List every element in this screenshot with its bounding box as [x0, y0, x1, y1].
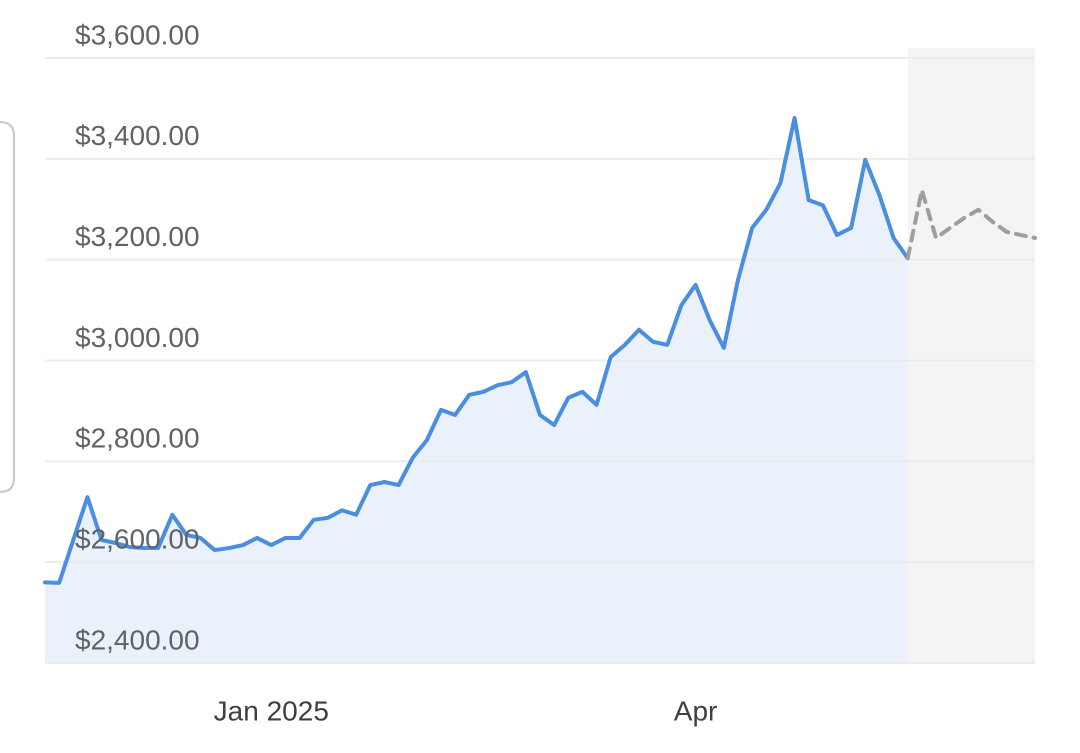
forecast-region [907, 48, 1035, 663]
y-tick-label: $3,400.00 [75, 120, 200, 151]
price-line [43, 115, 910, 585]
y-tick-label: $2,400.00 [75, 624, 200, 655]
y-tick-label: $2,600.00 [75, 524, 200, 555]
plot-background [45, 48, 1035, 663]
area [45, 117, 908, 663]
y-tick-label: $2,800.00 [75, 423, 200, 454]
labels: $2,400.00 $2,600.00 $2,800.00 $3,000.00 $3,2… [75, 19, 717, 726]
x-tick-label: Apr [674, 695, 718, 726]
lines [43, 115, 1037, 585]
forecast-line [905, 188, 1037, 261]
grid [45, 57, 1035, 664]
y-tick-label: $3,600.00 [75, 19, 200, 50]
x-tick-label: Jan 2025 [214, 695, 329, 726]
y-tick-label: $3,200.00 [75, 221, 200, 252]
y-tick-label: $3,000.00 [75, 322, 200, 353]
side-panel-edge [0, 121, 15, 493]
